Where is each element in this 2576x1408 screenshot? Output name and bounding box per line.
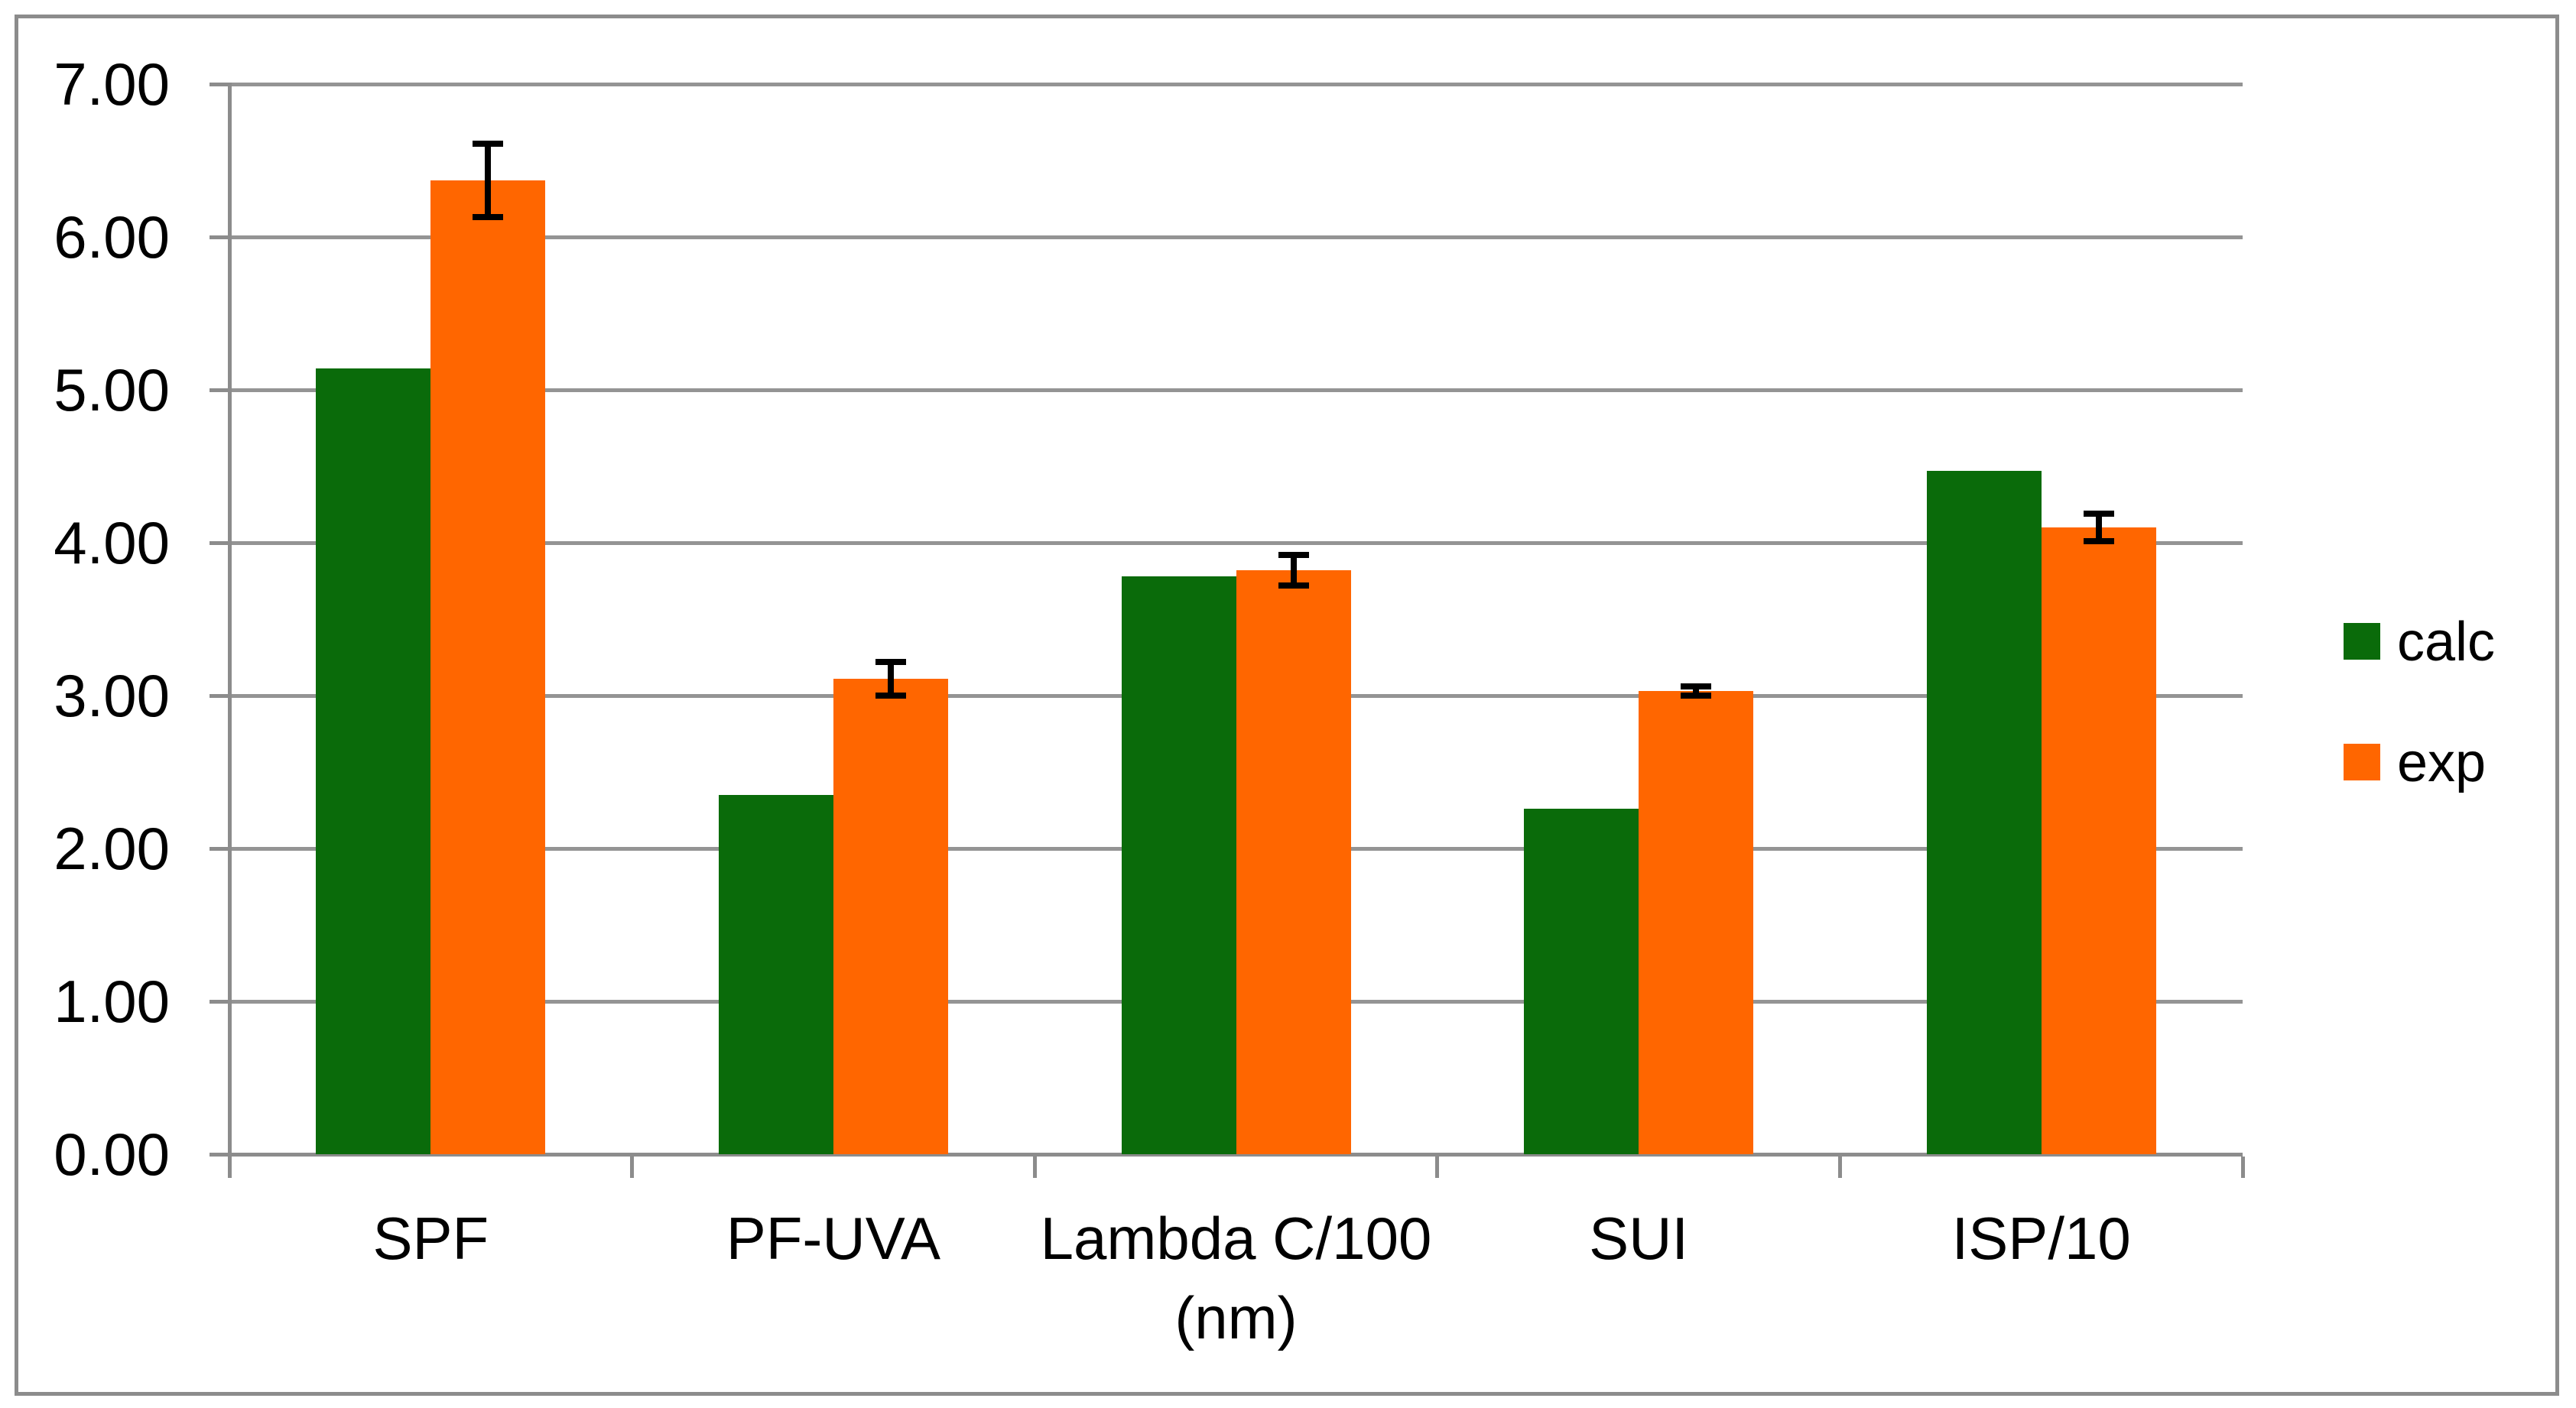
y-axis-label-5.00: 5.00 [54,356,170,423]
legend-entry-calc: calc [2344,612,2542,672]
x-axis-label-Lambda C/100 (nm): Lambda C/100 (nm) [1040,1205,1432,1351]
bar-calc-SPF [316,368,431,1154]
legend-label-calc: calc [2397,612,2496,673]
y-axis-label-1.00: 1.00 [54,968,170,1035]
x-axis-tick-1 [630,1156,635,1178]
bar-exp-PF-UVA [833,679,948,1154]
x-axis-tick-3 [1435,1156,1440,1178]
error-bar-ISP/10 [2095,514,2102,541]
y-axis-tick-5.00 [210,388,229,392]
error-bar-PF-UVA [887,662,894,696]
y-axis-tick-2.00 [210,846,229,851]
x-axis-tick-5 [2240,1156,2245,1178]
error-bar-cap-bottom-PF-UVA [875,693,906,699]
legend-swatch-calc [2344,623,2380,660]
y-axis-label-3.00: 3.00 [54,662,170,729]
bar-exp-ISP/10 [2041,527,2156,1154]
legend-label-exp: exp [2397,732,2487,793]
gridline-6 [229,235,2243,239]
y-axis-tick-3.00 [210,693,229,698]
y-axis-tick-6.00 [210,235,229,239]
error-bar-SUI [1693,686,1700,696]
legend-entry-exp: exp [2344,733,2542,793]
bar-exp-SUI [1639,691,1754,1154]
x-axis-label-SPF: SPF [372,1205,489,1272]
error-bar-cap-top-ISP/10 [2083,511,2114,517]
y-axis-line [227,82,232,1157]
error-bar-cap-bottom-ISP/10 [2083,538,2114,544]
error-bar-cap-bottom-SUI [1681,693,1712,699]
bar-calc-Lambda C/100 (nm) [1121,576,1236,1154]
error-bar-Lambda C/100 (nm) [1290,555,1297,586]
error-bar-cap-bottom-Lambda C/100 (nm) [1278,582,1309,589]
y-axis-label-2.00: 2.00 [54,815,170,882]
bar-calc-SUI [1524,809,1639,1154]
gridline-7 [229,82,2243,86]
bar-exp-SPF [430,180,546,1154]
gridline-5 [229,388,2243,392]
y-axis-tick-7.00 [210,82,229,86]
y-axis-label-0.00: 0.00 [54,1121,170,1188]
legend-swatch-exp [2344,744,2380,780]
x-axis-line [229,1152,2243,1157]
error-bar-cap-top-Lambda C/100 (nm) [1278,552,1309,558]
y-axis-tick-4.00 [210,540,229,545]
y-axis-tick-0.00 [210,1152,229,1157]
error-bar-cap-top-SPF [473,141,504,147]
x-axis-label-SUI: SUI [1589,1205,1689,1272]
x-axis-tick-2 [1032,1156,1037,1178]
bar-calc-ISP/10 [1926,471,2042,1154]
x-axis-tick-4 [1837,1156,1842,1178]
y-axis-label-7.00: 7.00 [54,50,170,118]
x-axis-label-ISP/10: ISP/10 [1951,1205,2131,1272]
error-bar-cap-top-PF-UVA [875,659,906,665]
error-bar-cap-bottom-SPF [473,214,504,220]
x-axis-tick-0 [227,1156,232,1178]
gridline-4 [229,540,2243,545]
y-axis-tick-1.00 [210,999,229,1004]
x-axis-label-PF-UVA: PF-UVA [726,1205,941,1272]
error-bar-cap-top-SUI [1681,683,1712,689]
y-axis-label-6.00: 6.00 [54,203,170,271]
error-bar-SPF [485,144,492,217]
bar-exp-Lambda C/100 (nm) [1236,570,1351,1154]
y-axis-label-4.00: 4.00 [54,509,170,576]
bar-calc-PF-UVA [718,795,833,1154]
